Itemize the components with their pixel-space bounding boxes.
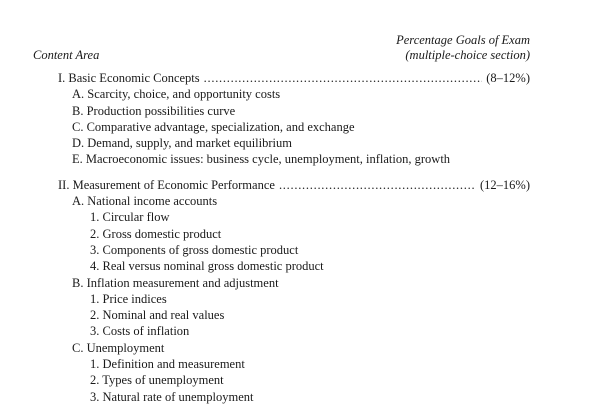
topic-item: C. Comparative advantage, specialization… [72, 119, 355, 134]
section-title: II. Measurement of Economic Performance [58, 177, 275, 192]
subtopic-item: 2. Types of unemployment [90, 373, 224, 388]
subtopic-item: 3. Natural rate of unemployment [90, 389, 254, 404]
subtopic-item: 1. Definition and measurement [90, 357, 245, 372]
subtopic-item: 1. Circular flow [90, 210, 170, 225]
topic-item: B. Production possibilities curve [72, 103, 236, 118]
topic-item: B. Inflation measurement and adjustment [72, 275, 279, 290]
subtopic-item: 1. Price indices [90, 291, 167, 306]
topic-item: A. National income accounts [72, 194, 218, 209]
dot-leader [279, 177, 476, 193]
topic-item: C. Unemployment [72, 340, 165, 355]
section-heading: II. Measurement of Economic Performance (… [0, 177, 600, 193]
section-percentage: (8–12%) [486, 71, 530, 85]
dot-leader [204, 70, 483, 86]
topic-item: E. Macroeconomic issues: business cycle,… [72, 152, 451, 167]
topic-item: D. Demand, supply, and market equilibriu… [72, 136, 292, 151]
goals-header-line2: (multiple-choice section) [405, 48, 530, 62]
section-title: I. Basic Economic Concepts [58, 71, 200, 85]
subtopic-item: 3. Costs of inflation [90, 324, 190, 339]
section-gap [0, 168, 600, 177]
subtopic-item: 2. Nominal and real values [90, 308, 225, 323]
topic-item: A. Scarcity, choice, and opportunity cos… [72, 87, 281, 102]
section-heading: I. Basic Economic Concepts (8–12%) [0, 70, 600, 86]
subtopic-item: 3. Components of gross domestic product [90, 242, 299, 257]
subtopic-item: 4. Real versus nominal gross domestic pr… [90, 259, 324, 274]
content-area-header: Content Area [33, 48, 100, 62]
percentage-goals-header: Percentage Goals of Exam (multiple-choic… [396, 33, 530, 63]
subtopic-item: 2. Gross domestic product [90, 226, 222, 241]
outline-content: I. Basic Economic Concepts (8–12%) A. Scar… [0, 70, 600, 405]
section-percentage: (12–16%) [480, 177, 530, 192]
goals-header-line1: Percentage Goals of Exam [396, 33, 530, 47]
